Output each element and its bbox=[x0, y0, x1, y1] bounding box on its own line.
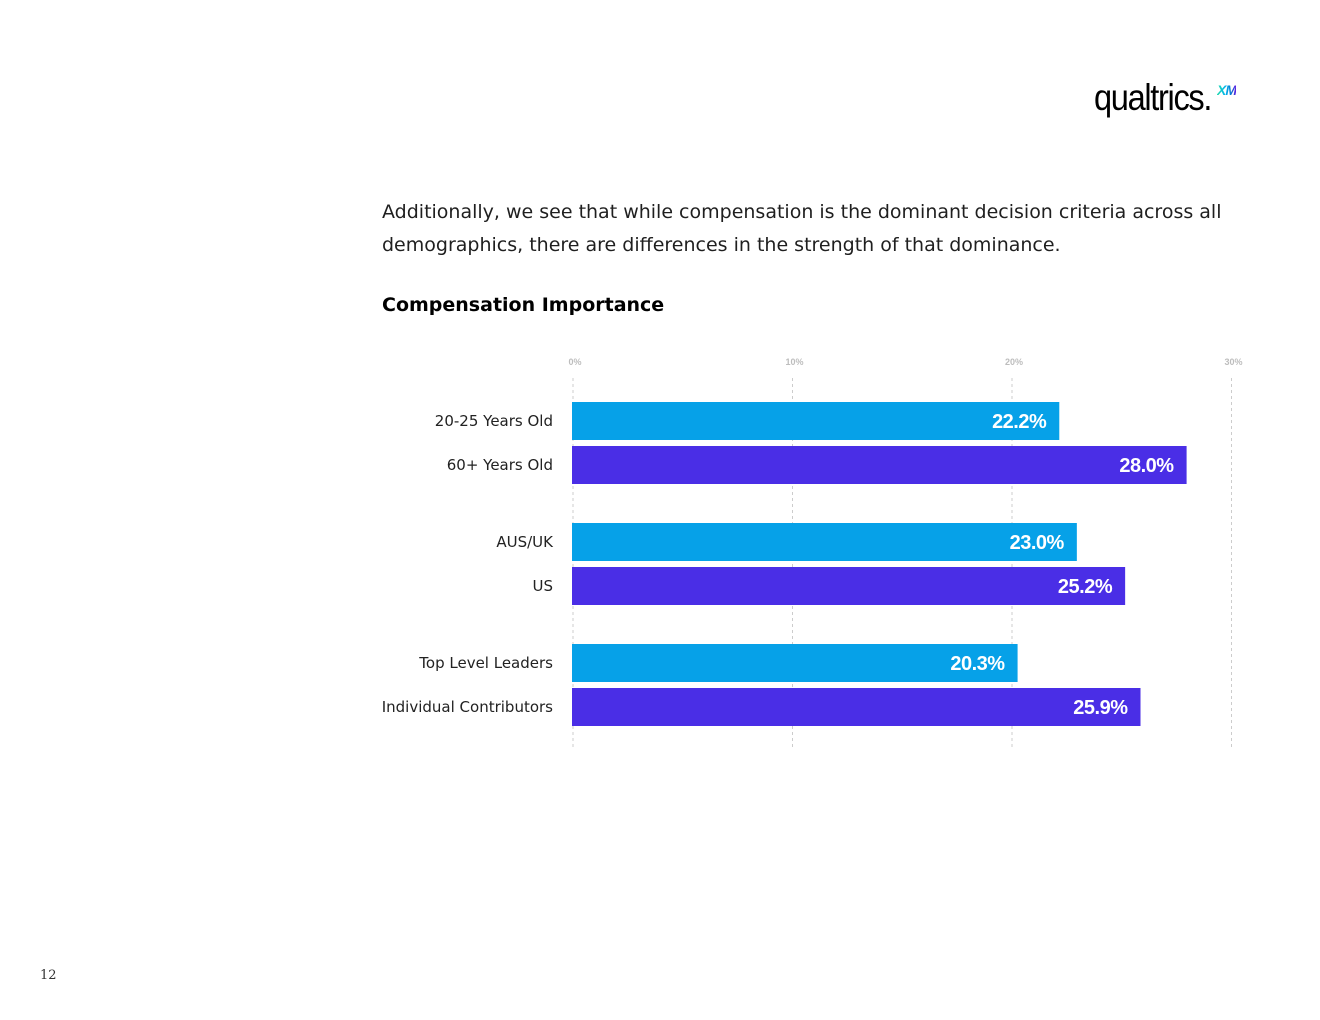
page-number: 12 bbox=[40, 968, 57, 983]
data-label: 20.3% bbox=[950, 653, 1005, 675]
data-label: 22.2% bbox=[992, 411, 1047, 433]
x-tick-label: 10% bbox=[785, 357, 803, 367]
data-label: 23.0% bbox=[1010, 532, 1065, 554]
chart-title: Compensation Importance bbox=[382, 294, 665, 316]
data-label: 25.9% bbox=[1073, 697, 1128, 719]
category-label: Top Level Leaders bbox=[418, 654, 553, 672]
data-label: 28.0% bbox=[1119, 455, 1174, 477]
logo-xm-badge: XM bbox=[1217, 82, 1237, 98]
category-label: Individual Contributors bbox=[382, 698, 553, 716]
x-tick-label: 0% bbox=[568, 357, 581, 367]
bar bbox=[572, 523, 1077, 561]
bar bbox=[572, 644, 1018, 682]
logo-wordmark: qualtrics. bbox=[1094, 77, 1212, 118]
x-tick-label: 30% bbox=[1224, 357, 1242, 367]
bar bbox=[572, 446, 1187, 484]
bar bbox=[572, 567, 1126, 605]
x-tick-label: 20% bbox=[1005, 357, 1023, 367]
data-label: 25.2% bbox=[1058, 576, 1113, 598]
category-label: 20-25 Years Old bbox=[435, 412, 553, 430]
category-label: 60+ Years Old bbox=[447, 456, 553, 474]
intro-paragraph: Additionally, we see that while compensa… bbox=[382, 201, 1222, 256]
bar bbox=[572, 688, 1141, 726]
category-label: US bbox=[532, 577, 553, 595]
category-label: AUS/UK bbox=[496, 533, 554, 551]
qualtrics-xm-logo: qualtrics. XM bbox=[1094, 76, 1254, 124]
bar bbox=[572, 402, 1060, 440]
